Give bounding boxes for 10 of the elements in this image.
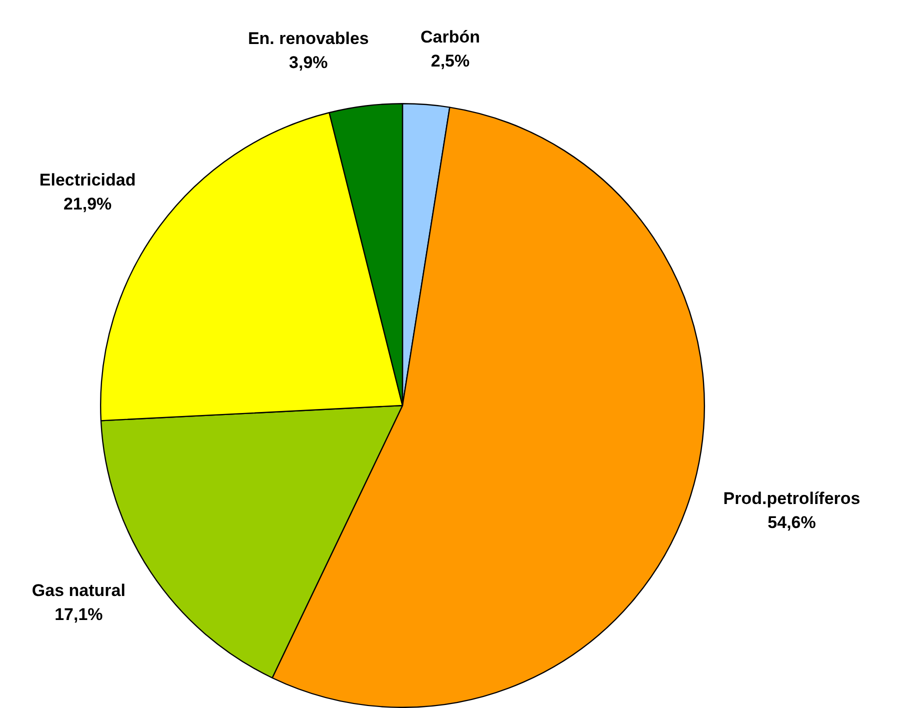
slice-label: Prod.petrolíferos	[723, 489, 860, 508]
data-label: 17,1%	[54, 605, 103, 624]
data-label: 54,6%	[768, 513, 816, 532]
data-label: 2,5%	[430, 51, 470, 70]
slice-label: En. renovables	[248, 28, 369, 48]
slice-label: Gas natural	[32, 581, 126, 600]
slice-label: Carbón	[420, 27, 480, 46]
data-label: 21,9%	[63, 194, 112, 214]
data-label: 3,9%	[289, 52, 328, 72]
slice-label: Electricidad	[39, 170, 136, 190]
